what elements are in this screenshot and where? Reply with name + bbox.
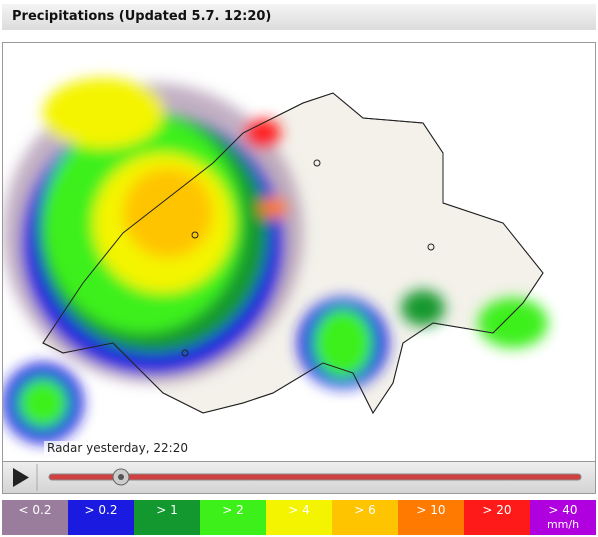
rain (3, 78, 548, 443)
legend-label: > 1 (156, 503, 178, 517)
legend-item: > 20 (464, 500, 530, 535)
legend-label: > 10 (416, 503, 446, 517)
legend-label: < 0.2 (18, 503, 52, 517)
legend-item: > 1 (134, 500, 200, 535)
player-controls (13, 464, 582, 491)
legend-label: > 20 (482, 503, 512, 517)
header: Precipitations (Updated 5.7. 12:20) (2, 4, 596, 30)
radar-map (2, 42, 596, 462)
title: Precipitations (Updated 5.7. 12:20) (12, 9, 272, 24)
legend-item: > 2 (200, 500, 266, 535)
legend-item: > 10 (398, 500, 464, 535)
map-graphic (3, 78, 548, 443)
legend-item: > 40 mm/h (530, 500, 596, 535)
legend-label: > 2 (222, 503, 244, 517)
legend-item: < 0.2 (2, 500, 68, 535)
play-button[interactable] (13, 468, 29, 487)
legend-unit: mm/h (546, 518, 580, 531)
legend-item: > 6 (332, 500, 398, 535)
legend: < 0.2 > 0.2 > 1 > 2 > 4 > 6 > 10 > 20 > 40 mm/h (2, 500, 596, 535)
caption: Radar yesterday, 22:20 (44, 441, 191, 455)
slider-track[interactable] (48, 473, 582, 481)
legend-item: > 4 (266, 500, 332, 535)
legend-label: > 4 (288, 503, 310, 517)
legend-label: > 6 (354, 503, 376, 517)
legend-item: > 0.2 (68, 500, 134, 535)
player (2, 461, 596, 494)
legend-label: > 40 (548, 503, 578, 517)
legend-label: > 0.2 (84, 503, 118, 517)
